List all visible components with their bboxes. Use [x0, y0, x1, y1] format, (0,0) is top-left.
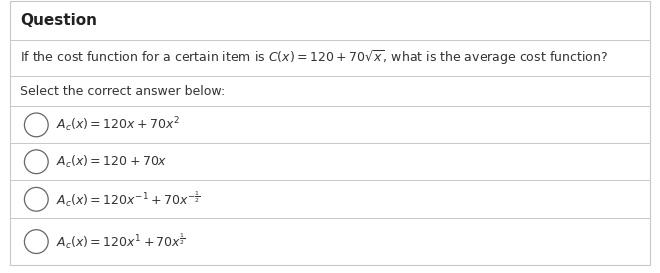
Ellipse shape — [24, 113, 48, 137]
Text: If the cost function for a certain item is $C(x) = 120 + 70\sqrt{x}$, what is th: If the cost function for a certain item … — [20, 49, 608, 67]
Ellipse shape — [24, 150, 48, 174]
Text: Question: Question — [20, 13, 97, 28]
FancyBboxPatch shape — [10, 1, 650, 265]
Text: Select the correct answer below:: Select the correct answer below: — [20, 85, 225, 98]
Text: $A_c(x) = 120x + 70x^2$: $A_c(x) = 120x + 70x^2$ — [56, 115, 180, 134]
Text: $A_c(x) = 120 + 70x$: $A_c(x) = 120 + 70x$ — [56, 154, 168, 170]
Text: $A_c(x) = 120x^{-1} + 70x^{-\frac{1}{2}}$: $A_c(x) = 120x^{-1} + 70x^{-\frac{1}{2}}… — [56, 190, 201, 209]
Ellipse shape — [24, 187, 48, 211]
Ellipse shape — [24, 230, 48, 254]
Text: $A_c(x) = 120x^{1} + 70x^{\frac{1}{2}}$: $A_c(x) = 120x^{1} + 70x^{\frac{1}{2}}$ — [56, 232, 186, 251]
